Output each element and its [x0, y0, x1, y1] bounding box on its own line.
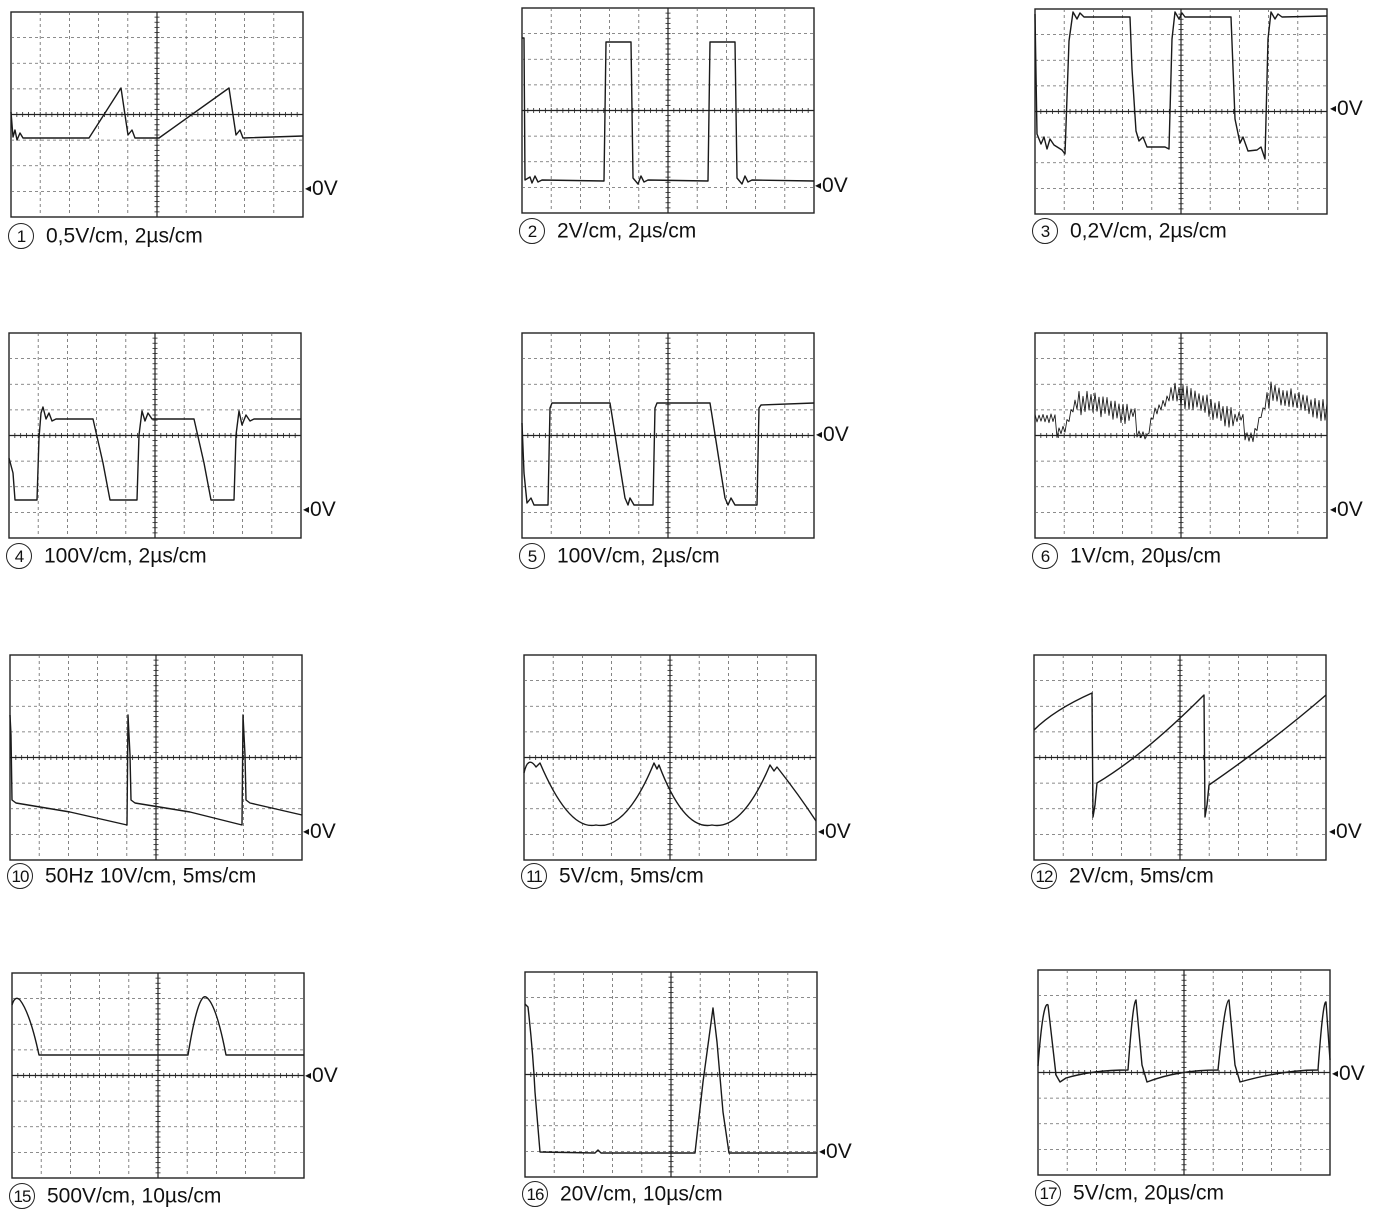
panel-caption-10: 10 50Hz 10V/cm, 5ms/cm — [7, 863, 256, 890]
zero-volt-marker-2: ◂0V — [815, 174, 848, 197]
panel-caption-4: 4 100V/cm, 2µs/cm — [6, 543, 207, 570]
scope-graticule — [1034, 8, 1328, 215]
panel-number-badge: 11 — [521, 863, 547, 890]
waveform-trace — [9, 714, 303, 826]
scope-graticule — [9, 654, 303, 861]
zero-volt-marker-10: ◂0V — [303, 820, 336, 843]
panel-caption-15: 15 500V/cm, 10µs/cm — [9, 1183, 221, 1210]
waveform-trace — [1034, 381, 1328, 443]
panel-caption-2: 2 2V/cm, 2µs/cm — [519, 218, 696, 245]
waveform-trace — [1034, 11, 1328, 160]
panel-number-badge: 17 — [1035, 1180, 1061, 1207]
waveform-trace — [1037, 999, 1331, 1083]
waveform-trace — [522, 37, 815, 185]
panel-number-badge: 6 — [1032, 543, 1058, 570]
oscilloscope-screen-3 — [1034, 8, 1328, 215]
zero-volt-marker-3: ◂0V — [1330, 97, 1363, 120]
scope-graticule — [524, 971, 818, 1178]
scope-graticule — [11, 972, 305, 1179]
zero-volt-marker-11: ◂0V — [818, 820, 851, 843]
oscilloscope-screen-10 — [9, 654, 303, 861]
panel-number-badge: 5 — [519, 543, 545, 570]
zero-volt-marker-15: ◂0V — [305, 1064, 338, 1087]
oscilloscope-screen-2 — [521, 7, 815, 214]
panel-caption-11: 11 5V/cm, 5ms/cm — [521, 863, 704, 890]
oscilloscope-screen-17 — [1037, 969, 1331, 1176]
scope-graticule — [521, 332, 815, 539]
oscilloscope-screen-16 — [524, 971, 818, 1178]
waveform-trace — [523, 761, 817, 827]
panel-caption-12: 12 2V/cm, 5ms/cm — [1031, 863, 1214, 890]
scope-graticule — [1037, 969, 1331, 1176]
scope-graticule — [8, 332, 302, 539]
panel-number-badge: 16 — [522, 1181, 548, 1208]
zero-volt-marker-17: ◂0V — [1332, 1062, 1365, 1085]
oscilloscope-screen-12 — [1033, 654, 1327, 861]
waveform-trace — [11, 996, 304, 1056]
oscilloscope-screen-11 — [523, 654, 817, 861]
waveform-trace — [521, 402, 815, 506]
zero-volt-marker-1: ◂0V — [305, 177, 338, 200]
panel-number-badge: 10 — [7, 863, 33, 890]
oscilloscope-screen-1 — [10, 11, 304, 218]
zero-volt-marker-12: ◂0V — [1329, 820, 1362, 843]
panel-caption-17: 17 5V/cm, 20µs/cm — [1035, 1180, 1224, 1207]
panel-number-badge: 3 — [1032, 218, 1058, 245]
scope-graticule — [10, 11, 304, 218]
panel-number-badge: 15 — [9, 1183, 35, 1210]
panel-caption-1: 1 0,5V/cm, 2µs/cm — [8, 223, 203, 250]
oscilloscope-screen-4 — [8, 332, 302, 539]
oscilloscope-screen-6 — [1034, 332, 1328, 539]
panel-number-badge: 4 — [6, 543, 32, 570]
panel-number-badge: 12 — [1031, 863, 1057, 890]
oscilloscope-screen-5 — [521, 332, 815, 539]
scope-graticule — [523, 654, 817, 861]
panel-number-badge: 2 — [519, 218, 545, 245]
waveform-trace — [10, 87, 304, 141]
panel-caption-3: 3 0,2V/cm, 2µs/cm — [1032, 218, 1227, 245]
scope-graticule — [1034, 332, 1328, 539]
waveform-trace — [524, 1003, 817, 1154]
zero-volt-marker-6: ◂0V — [1330, 498, 1363, 521]
panel-caption-5: 5 100V/cm, 2µs/cm — [519, 543, 720, 570]
zero-volt-marker-5: ◂0V — [816, 423, 849, 446]
panel-caption-6: 6 1V/cm, 20µs/cm — [1032, 543, 1221, 570]
waveform-trace — [1033, 692, 1327, 818]
panel-number-badge: 1 — [8, 223, 34, 250]
zero-volt-marker-4: ◂0V — [303, 498, 336, 521]
scope-graticule — [521, 7, 815, 214]
scope-graticule — [1033, 654, 1327, 861]
zero-volt-marker-16: ◂0V — [819, 1140, 852, 1163]
panel-caption-16: 16 20V/cm, 10µs/cm — [522, 1181, 723, 1208]
waveform-trace — [8, 406, 301, 501]
oscilloscope-screen-15 — [11, 972, 305, 1179]
